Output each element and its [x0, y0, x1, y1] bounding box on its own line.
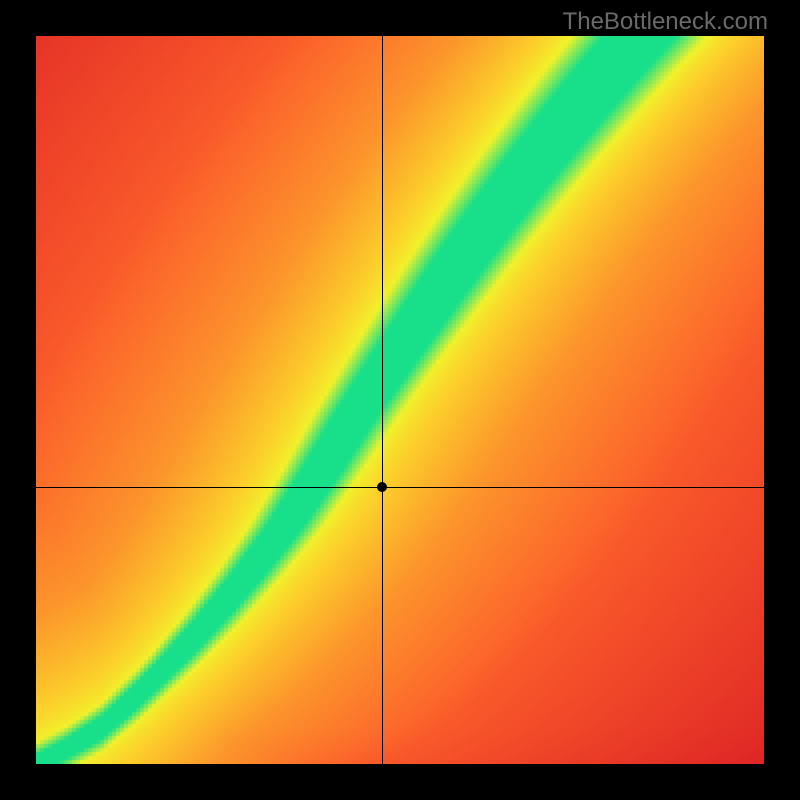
chart-container: TheBottleneck.com — [0, 0, 800, 800]
plot-area — [36, 36, 764, 764]
crosshair-vertical — [382, 36, 383, 764]
crosshair-horizontal — [36, 487, 764, 488]
watermark-text: TheBottleneck.com — [563, 8, 768, 36]
heatmap-canvas — [36, 36, 764, 764]
